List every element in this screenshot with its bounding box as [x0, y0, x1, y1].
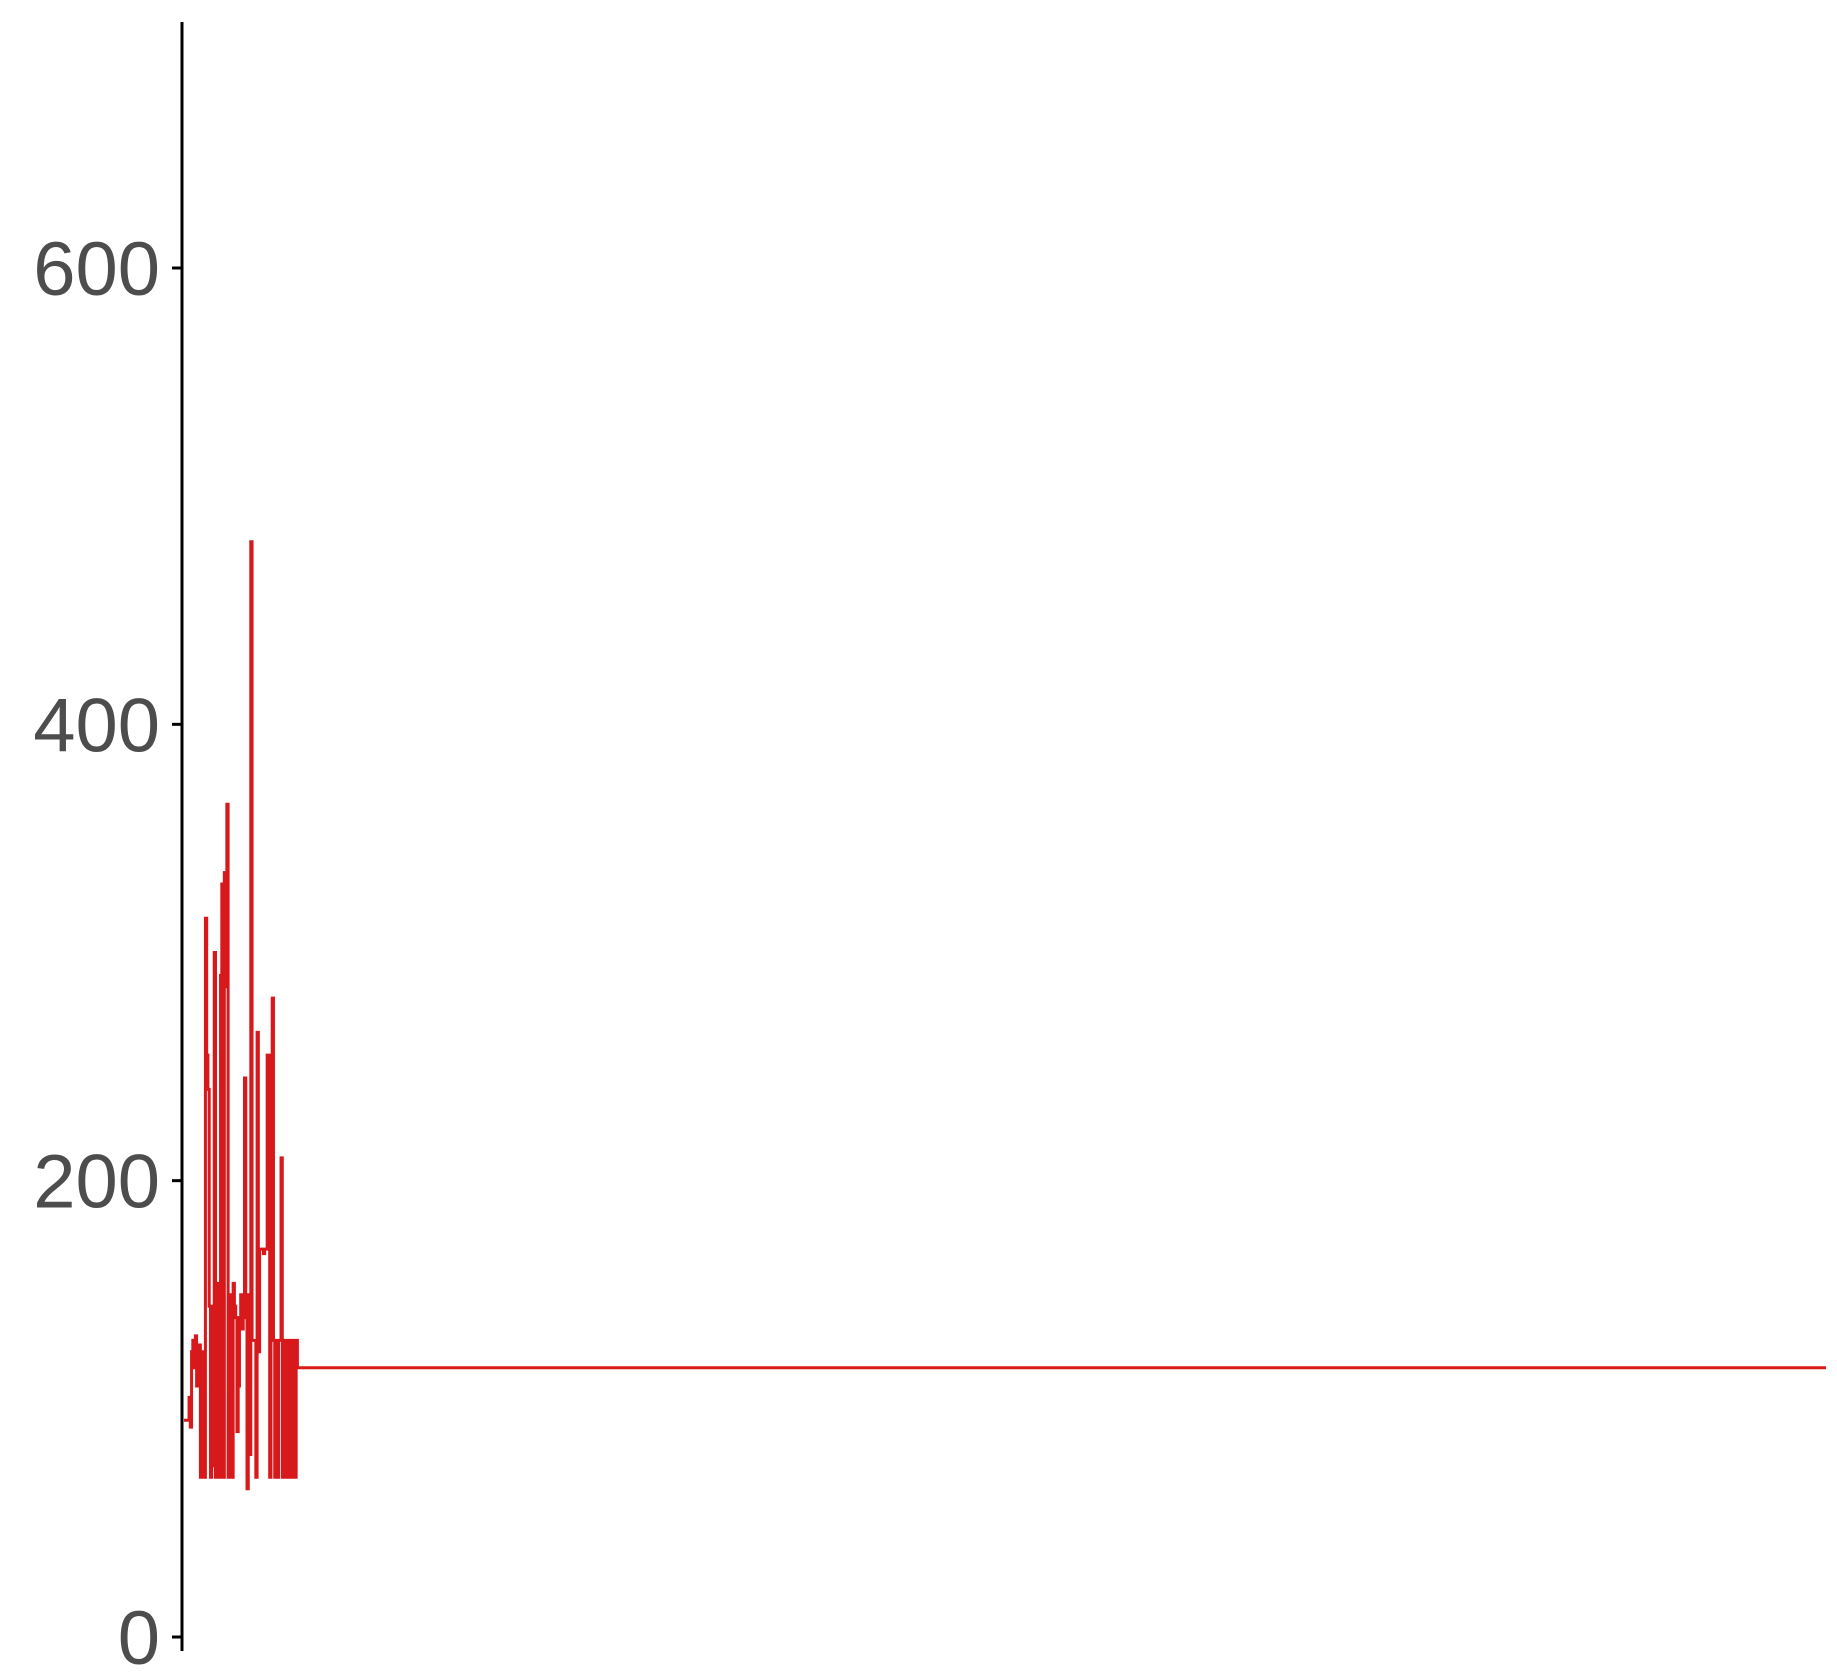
- y-tick-label: 400: [33, 683, 160, 768]
- y-tick-label: 200: [33, 1140, 160, 1225]
- y-tick-label: 0: [118, 1596, 160, 1678]
- y-axis-ticks: 0 200 400 600: [33, 227, 182, 1678]
- y-tick-label: 600: [33, 227, 160, 312]
- series-line: [184, 540, 1826, 1491]
